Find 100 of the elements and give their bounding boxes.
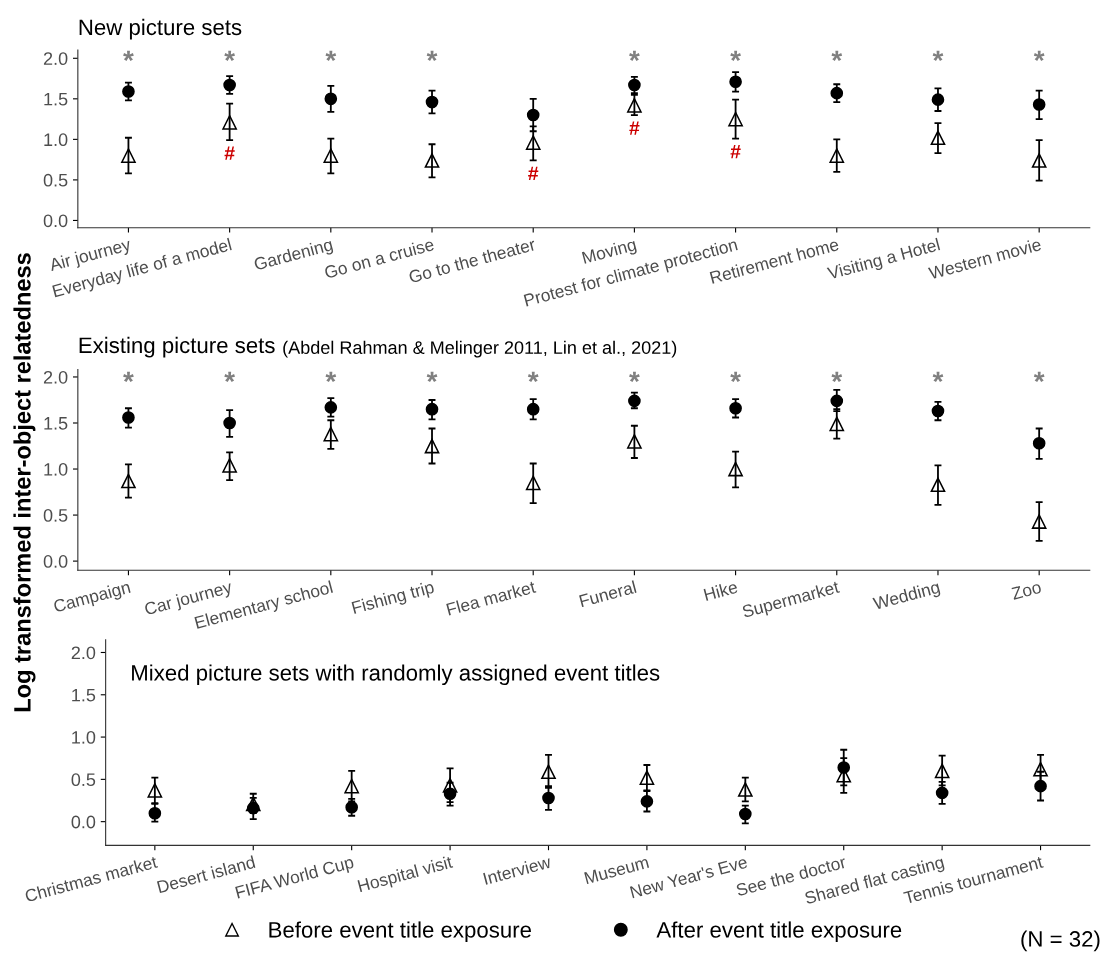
data-label: # [629,121,640,135]
point [729,75,742,89]
x-tick-label: Wedding [872,580,942,614]
point [830,394,844,408]
y-tick-label: 0.0 [43,555,68,568]
data-label: * [426,371,438,383]
point [344,778,360,794]
point [930,477,946,493]
x-tick-label: Interview [482,855,552,885]
point [222,114,237,130]
point [728,111,743,127]
point [934,763,950,779]
point [729,401,742,415]
point [640,795,654,808]
y-tick-label: 1.0 [44,462,68,476]
point [542,791,555,805]
chart-title: Existing picture sets [79,336,275,358]
x-tick-label: Flea market [446,580,537,616]
y-tick-label: 1.5 [44,417,68,430]
data-label: * [831,371,843,383]
legend-label: Before event title exposure [269,921,531,943]
y-tick-label: 1.5 [72,688,96,702]
point [935,786,949,800]
point [627,97,642,113]
data-label: * [527,371,539,383]
point [541,764,556,780]
y-tick-label: 2.0 [71,646,96,660]
point [1031,153,1047,168]
data-label: # [224,146,235,160]
point [442,777,458,793]
point [829,416,845,432]
point [1031,514,1047,529]
point [526,402,540,416]
data-label: * [932,50,944,62]
point [1034,779,1047,793]
point [424,153,440,168]
y-tick-label: 0.0 [71,815,96,829]
point [121,473,136,489]
y-tick-label: 1.5 [44,92,68,106]
x-tick-label: Moving [581,237,638,268]
data-label: * [1033,50,1045,62]
data-label: * [325,371,337,383]
point [324,92,338,106]
point [627,434,642,449]
point [930,130,946,146]
chart-subtitle: (Abdel Rahman & Melinger 2011, Lin et al., 2021) [283,340,677,358]
point [737,782,753,797]
point [525,475,541,491]
point [324,401,338,414]
y-tick-label: 1.0 [72,731,96,744]
data-label: * [325,50,337,62]
data-label: * [1033,371,1045,383]
y-tick-label: 0.0 [43,214,68,228]
point [526,108,540,122]
point [147,782,163,798]
data-label: * [224,371,235,383]
point [223,416,236,430]
point [931,404,945,418]
point [525,135,541,150]
data-label: * [629,50,640,62]
y-tick-label: 2.0 [43,52,68,66]
point [639,770,655,786]
data-label: * [629,371,640,383]
point [931,93,945,106]
text: Mixed picture sets with randomly assigned event titles [132,664,660,686]
legend-label: After event title exposure [656,921,902,943]
data-label: * [426,50,438,62]
point [121,148,136,163]
data-label: * [932,371,944,383]
point [728,461,743,477]
data-label: # [730,144,741,159]
point [245,796,261,812]
point [222,457,237,473]
data-label: * [730,50,741,62]
y-tick-label: 0.5 [43,509,68,522]
point [425,402,439,416]
data-label: * [730,371,741,383]
point [1032,98,1046,111]
point [1032,436,1046,450]
point [738,807,752,821]
point [323,148,339,163]
point [122,411,135,424]
x-tick-label: Hike [703,580,739,601]
y-tick-label: 1.0 [44,133,68,147]
chart-title: New picture sets [79,18,242,40]
y-axis-title: Log transformed inter-object relatedness [13,253,36,712]
x-tick-label: Zoo [1010,580,1042,600]
data-label: * [123,50,134,62]
y-tick-label: 2.0 [43,370,68,384]
point [323,426,339,442]
y-tick-label: 0.5 [71,773,96,787]
x-tick-label: Fishing trip [351,580,436,618]
point [829,148,845,163]
y-tick-label: 0.5 [43,173,68,187]
x-tick-label: Funeral [578,580,637,608]
point [424,438,440,454]
data-label: * [831,50,843,62]
data-label: # [528,166,539,181]
point [122,85,135,98]
point [1033,761,1048,777]
